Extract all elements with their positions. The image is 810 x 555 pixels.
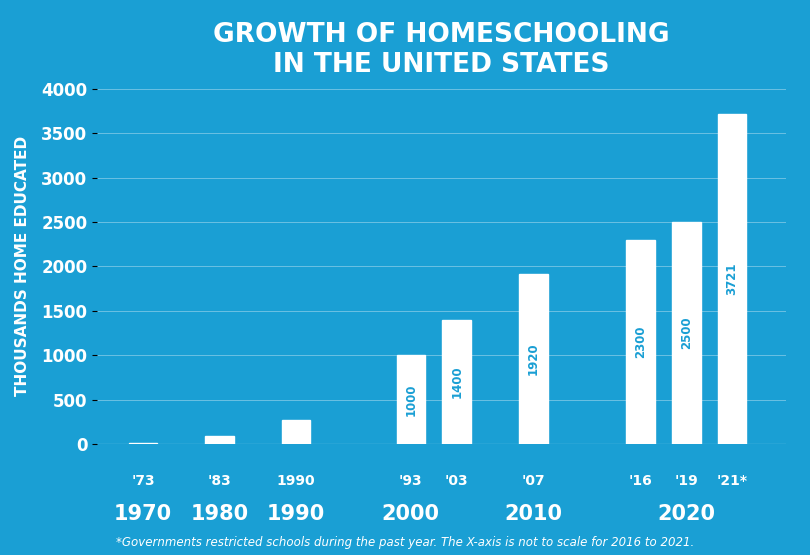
Text: '21*: '21*: [717, 474, 748, 488]
Bar: [129, 443, 157, 444]
Text: 13: 13: [135, 428, 151, 441]
Bar: [205, 436, 234, 444]
Text: 2500: 2500: [680, 317, 693, 349]
Text: 2020: 2020: [657, 504, 715, 524]
Bar: [626, 240, 654, 444]
Text: '16: '16: [629, 474, 652, 488]
Text: 93: 93: [211, 421, 228, 434]
Text: '73: '73: [131, 474, 155, 488]
Text: *Governments restricted schools during the past year. The X-axis is not to scale: *Governments restricted schools during t…: [116, 537, 694, 549]
Title: GROWTH OF HOMESCHOOLING
IN THE UNITED STATES: GROWTH OF HOMESCHOOLING IN THE UNITED ST…: [213, 22, 670, 78]
Bar: [282, 420, 310, 444]
Text: '83: '83: [207, 474, 232, 488]
Bar: [397, 355, 425, 444]
Bar: [519, 274, 548, 444]
Text: 1990: 1990: [267, 504, 326, 524]
Text: '03: '03: [445, 474, 468, 488]
Text: 1970: 1970: [114, 504, 173, 524]
Text: 1400: 1400: [450, 366, 463, 398]
Text: 275: 275: [284, 405, 309, 418]
Text: '07: '07: [522, 474, 545, 488]
Text: 2000: 2000: [382, 504, 440, 524]
Bar: [442, 320, 471, 444]
Text: '19: '19: [675, 474, 698, 488]
Bar: [718, 114, 747, 444]
Text: 1920: 1920: [526, 342, 539, 375]
Bar: [672, 222, 701, 444]
Text: 1990: 1990: [277, 474, 315, 488]
Text: 2010: 2010: [505, 504, 562, 524]
Text: 1000: 1000: [404, 384, 417, 416]
Y-axis label: THOUSANDS HOME EDUCATED: THOUSANDS HOME EDUCATED: [15, 137, 30, 396]
Text: '93: '93: [399, 474, 423, 488]
Text: 2300: 2300: [634, 326, 647, 358]
Text: 3721: 3721: [726, 263, 739, 295]
Text: 1980: 1980: [190, 504, 249, 524]
